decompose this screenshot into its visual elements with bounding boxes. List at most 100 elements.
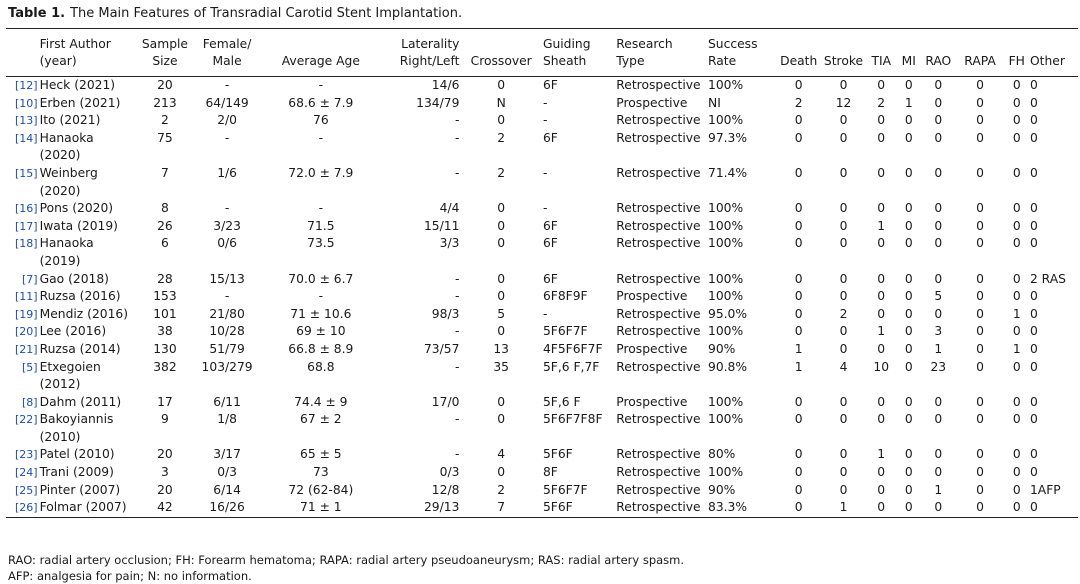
table-cell: 66.8 ± 8.9 [288, 341, 354, 356]
table-cell: 17/0 [431, 394, 460, 409]
table-cell: 0 [877, 201, 886, 216]
table-cell: 0 [1029, 78, 1038, 92]
table-cell: 5 [934, 289, 943, 304]
table-cell: 0 [1029, 394, 1038, 409]
table-cell: - [318, 289, 324, 304]
table-cell: 0 [877, 341, 886, 356]
table-row: [11] Ruzsa (2016) 153 - - - 0 6F8F9F Prospective… [6, 288, 1078, 306]
table-cell: 72.0 ± 7.9 [288, 165, 354, 180]
table-cell: Pons (2020) [39, 201, 114, 216]
table-cell: 0 [497, 271, 506, 286]
table-cell: Trani (2009) [39, 465, 114, 480]
table-row: [15] Weinberg (2020) 7 1/6 72.0 ± 7.9 - 2 - Retr… [6, 165, 1078, 200]
table-cell: 0 [1012, 271, 1021, 286]
reference: [10] [15, 96, 38, 110]
table-cell: 0 [904, 78, 913, 92]
table-cell: 26 [157, 218, 173, 233]
table-cell: 100% [708, 465, 744, 480]
table-cell: 0 [1012, 394, 1021, 409]
table-cell: 0 [839, 218, 848, 233]
table-cell: 95.0% [708, 306, 748, 321]
table-cell: Folmar (2007) [39, 500, 127, 515]
reference: [24] [15, 466, 38, 480]
table-cell: 0 [877, 394, 886, 409]
reference: [19] [15, 307, 38, 321]
table-cell: 0 [1029, 465, 1038, 480]
table-cell: 0 [976, 130, 984, 145]
table-row: [20] Lee (2016) 38 10/28 69 ± 10 - 0 5F6F7F Retr… [6, 323, 1078, 341]
table-cell: 0 [934, 78, 943, 92]
table-cell: 0 [794, 165, 803, 180]
table-cell: 0 [1012, 447, 1021, 462]
table-cell: 100% [708, 289, 744, 304]
table-cell: 90.8% [708, 359, 748, 374]
table-row: [17] Iwata (2019) 26 3/23 71.5 15/11 0 6F Retros… [6, 218, 1078, 236]
table-row: [7] Gao (2018) 28 15/13 70.0 ± 6.7 - 0 6F Retros… [6, 271, 1078, 289]
table-cell: 1/6 [217, 165, 237, 180]
table-cell: 0 [934, 165, 943, 180]
table-cell: 0 [976, 165, 984, 180]
table-cell: - [454, 113, 460, 128]
table-cell: 2 [497, 165, 506, 180]
table-cell: - [454, 447, 460, 462]
table-cell: 14/6 [431, 78, 460, 92]
table-cell: 3/17 [213, 447, 241, 462]
table-cell: 98/3 [431, 306, 460, 321]
table-cell: Retrospective [616, 201, 701, 216]
table-cell: Pinter (2007) [39, 482, 121, 497]
table-cell: 0 [1012, 236, 1021, 251]
table-cell: 0 [904, 271, 913, 286]
table-cell: Ruzsa (2014) [39, 341, 121, 356]
table-cell: Ito (2021) [39, 113, 101, 128]
table-cell: Prospective [616, 95, 688, 110]
table-cell: 9 [161, 412, 169, 427]
table-cell: Retrospective [616, 412, 701, 427]
table-cell: Retrospective [616, 465, 701, 480]
table-cell: 0 [976, 500, 984, 515]
table-cell: 0 [934, 130, 943, 145]
table-cell: 0 [934, 306, 943, 321]
table-cell: 0 [904, 130, 913, 145]
table-cell: 2/0 [217, 113, 237, 128]
table-cell: 0 [1012, 95, 1021, 110]
table-cell: 0 [976, 394, 984, 409]
table-cell: 73.5 [307, 236, 335, 251]
table-cell: 0 [839, 289, 848, 304]
table-cell: 101 [153, 306, 177, 321]
table-cell: 0 [839, 324, 848, 339]
table-cell: 5F6F7F8F [542, 412, 603, 427]
table-cell: 0 [1012, 78, 1021, 92]
table-cell: 0 [1012, 201, 1021, 216]
table-cell: 8F [542, 465, 558, 480]
table-cell: 2 [839, 306, 848, 321]
table-cell: Erben (2021) [39, 95, 121, 110]
table-cell: 2 [497, 482, 506, 497]
table-cell: 0 [1029, 447, 1038, 462]
table-cell: - [542, 306, 548, 321]
table-cell: 0 [1029, 324, 1038, 339]
table-cell: 130 [153, 341, 177, 356]
table-cell: 0 [976, 341, 984, 356]
table-cell: 1 [877, 218, 886, 233]
table-cell: 0 [839, 236, 848, 251]
table-cell: 38 [157, 324, 173, 339]
table-cell: 4/4 [439, 201, 460, 216]
table-cell: 15/13 [209, 271, 245, 286]
table-body: [12] Heck (2021) 20- -14/6 0 6F Retrospective 1… [6, 77, 1078, 518]
table-cell: 0 [794, 78, 803, 92]
reference: [13] [15, 114, 38, 128]
table-cell: 4 [497, 447, 506, 462]
table-cell: 5F6F7F [542, 324, 588, 339]
table-cell: 0 [497, 412, 506, 427]
table-cell: 0 [1012, 359, 1021, 374]
table-cell: 100% [708, 394, 744, 409]
column-header [6, 29, 39, 77]
table-row: [8] Dahm (2011) 17 6/11 74.4 ± 9 17/0 0 5F,6 F P… [6, 394, 1078, 412]
table-cell: 74.4 ± 9 [294, 394, 348, 409]
table-cell: 29/13 [423, 500, 460, 515]
column-header: Research Type [616, 37, 673, 68]
table-cell: Retrospective [616, 324, 701, 339]
table-cell: 0 [497, 236, 506, 251]
table-row: [5] Etxegoien (2012) 382 103/279 68.8 - 35 5F,6… [6, 359, 1078, 394]
